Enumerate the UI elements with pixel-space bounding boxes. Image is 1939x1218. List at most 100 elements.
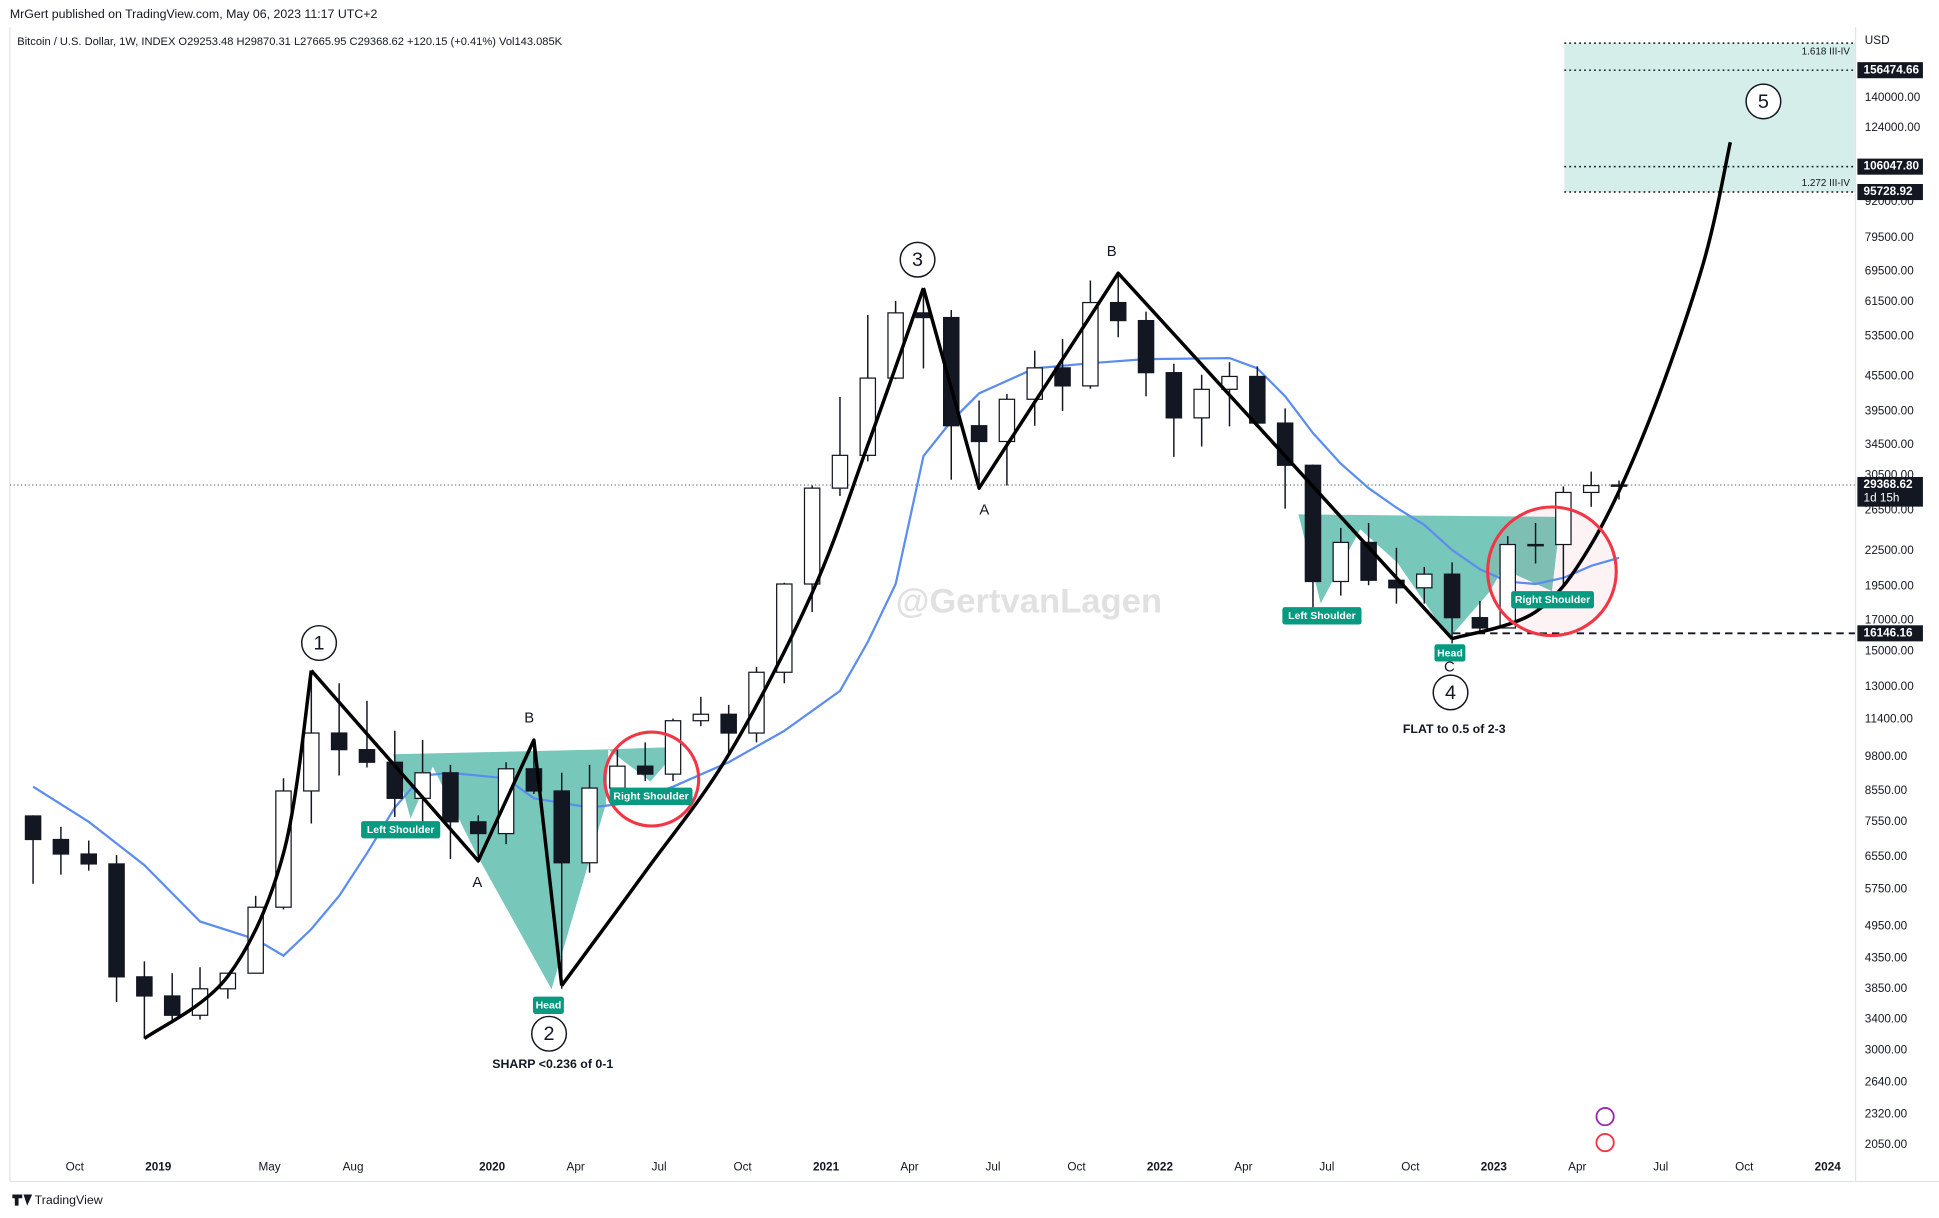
- x-tick-label: 2022: [1147, 1160, 1174, 1173]
- wave-letter: B: [524, 710, 534, 726]
- y-tick-label: 19500.00: [1865, 580, 1914, 593]
- note: FLAT to 0.5 of 2-3: [1403, 722, 1506, 736]
- x-tick-label: 2020: [479, 1160, 506, 1173]
- candle-body: [1109, 301, 1127, 322]
- x-tick-label: Oct: [1401, 1160, 1420, 1173]
- candle-body: [1304, 464, 1322, 583]
- tag-text: Right Shoulder: [613, 791, 688, 803]
- y-tick-label: 22500.00: [1865, 544, 1914, 557]
- y-tick-label: 69500.00: [1865, 265, 1914, 278]
- x-tick-label: May: [258, 1160, 280, 1173]
- wave-circle: [1745, 83, 1782, 120]
- y-tick-label: 5750.00: [1865, 882, 1908, 895]
- x-tick-label: Apr: [900, 1160, 918, 1173]
- icon[interactable]: [1595, 1132, 1615, 1153]
- x-tick-label: Jul: [652, 1160, 667, 1173]
- y-tick-label: 3400.00: [1865, 1013, 1908, 1026]
- tag-box: [1434, 644, 1466, 662]
- y-tick-label: 7550.00: [1865, 815, 1908, 828]
- candle-body: [1249, 375, 1266, 424]
- y-tick-label: 8550.00: [1865, 784, 1908, 797]
- candle-body: [636, 765, 654, 775]
- candle-body: [1443, 573, 1461, 619]
- wave-circle: [530, 1015, 568, 1052]
- y-tick-label: 13000.00: [1865, 680, 1914, 693]
- y-tick-label: 3000.00: [1865, 1044, 1908, 1057]
- y-tick-label: 39500.00: [1865, 405, 1914, 418]
- price-label: 29368.62: [1864, 478, 1913, 491]
- watermark: @GertvanLagen: [896, 583, 1162, 621]
- candle-body: [664, 720, 682, 775]
- tag-text: Right Shoulder: [1515, 594, 1590, 606]
- wave-circle: [1432, 674, 1469, 711]
- candle-body: [581, 787, 598, 864]
- y-tick-label: 15000.00: [1865, 645, 1914, 658]
- wave-circle: [300, 624, 338, 662]
- y-tick-label: 17000.00: [1865, 614, 1914, 627]
- wave-line: [921, 271, 1454, 640]
- data-layer: [24, 141, 1855, 1040]
- price-label: 95728.92: [1864, 185, 1913, 198]
- tag-box: [361, 821, 441, 839]
- candle-body: [219, 972, 237, 990]
- tag-text: Left Shoulder: [1288, 610, 1356, 622]
- highlight-circle: [1486, 505, 1618, 638]
- x-tick-label: Jul: [1653, 1160, 1668, 1173]
- candle-body: [1471, 617, 1489, 629]
- candle-body: [469, 821, 487, 835]
- x-tick-label: 2023: [1481, 1160, 1508, 1173]
- y-tick-label: 45500.00: [1865, 370, 1914, 383]
- price-label-box: [1857, 183, 1923, 201]
- candle-body: [831, 454, 849, 489]
- tag-text: Head: [1437, 647, 1463, 659]
- candle-body: [692, 713, 710, 722]
- axis-unit: USD: [1865, 34, 1890, 47]
- y-tick-label: 3850.00: [1865, 982, 1908, 995]
- y-tick-label: 9800.00: [1865, 750, 1908, 763]
- x-tick-label: Jul: [985, 1160, 1000, 1173]
- candle-body: [1276, 422, 1294, 466]
- y-tick-label: 2050.00: [1865, 1138, 1908, 1151]
- candle-body: [136, 976, 153, 997]
- price-label: 106047.80: [1864, 160, 1920, 173]
- x-tick-label: Oct: [1067, 1160, 1086, 1173]
- candle-body: [414, 772, 431, 799]
- tag-text: Left Shoulder: [367, 824, 435, 836]
- wave-letter: C: [1444, 660, 1455, 676]
- price-label-box: [1857, 158, 1923, 175]
- wave-label: 1: [314, 632, 325, 654]
- price-label-box: [1857, 62, 1923, 79]
- candle-body: [1137, 319, 1155, 374]
- candle-body: [1527, 543, 1544, 547]
- right-shoulder-2020: [608, 746, 681, 782]
- highlight-circle: [603, 730, 701, 828]
- y-tick-label: 2320.00: [1865, 1107, 1908, 1120]
- candle-body: [1555, 491, 1572, 546]
- candle-body: [1582, 484, 1600, 494]
- candle-body: [52, 838, 70, 855]
- y-tick-label: 61500.00: [1865, 295, 1914, 308]
- publisher: MrGert published on TradingView.com, May…: [10, 7, 378, 21]
- icon[interactable]: [1595, 1107, 1615, 1127]
- wave-label: 2: [544, 1023, 555, 1045]
- candle-body: [330, 732, 348, 751]
- candle-body: [1193, 388, 1210, 419]
- annotation-layer: Left Shoulder Head Right Shoulder Left S…: [12, 83, 1782, 1207]
- candle-body: [358, 749, 376, 763]
- candle-body: [720, 713, 737, 734]
- x-tick-label: Oct: [733, 1160, 752, 1173]
- logo: [12, 1194, 33, 1206]
- wave-line: [143, 670, 314, 1040]
- candle-body: [1610, 484, 1628, 487]
- candle-body: [303, 732, 320, 792]
- price-label-box: [1857, 476, 1923, 507]
- wave-label: 4: [1445, 682, 1456, 704]
- candle-body: [1415, 573, 1433, 589]
- tag-text: Head: [536, 1000, 562, 1012]
- wave-line: [560, 287, 926, 987]
- candle-body: [80, 853, 97, 865]
- candle-body: [553, 790, 570, 864]
- candle-body: [776, 583, 793, 673]
- wave-letter: A: [979, 503, 989, 519]
